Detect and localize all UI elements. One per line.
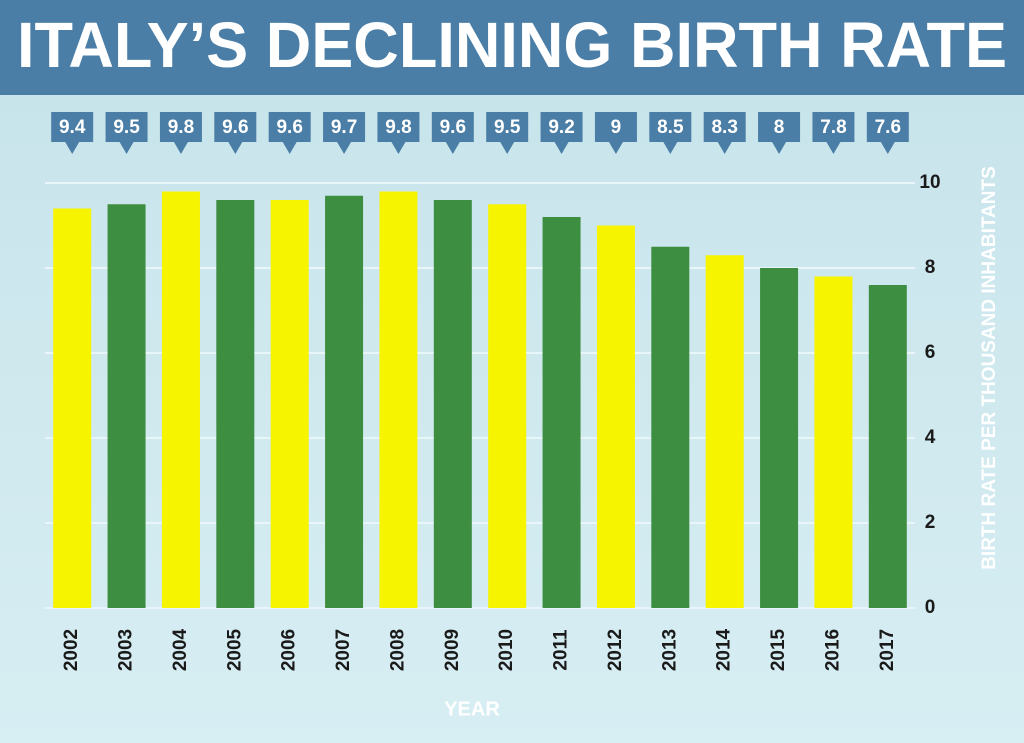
value-callout: [812, 112, 855, 154]
bar: [651, 246, 690, 608]
value-callout: [703, 112, 746, 154]
y-axis-title: BIRTH RATE PER THOUSAND INHABITANTS: [979, 166, 1000, 570]
value-callout: [594, 112, 637, 154]
x-tick-label: 2014: [714, 628, 735, 671]
value-callout: [159, 112, 202, 154]
bar: [53, 208, 92, 608]
bar: [596, 225, 635, 608]
value-label: 9.6: [440, 117, 466, 138]
value-label: 9: [611, 117, 622, 138]
value-callout: [214, 112, 257, 154]
x-tick-label: 2006: [279, 629, 300, 671]
value-callout: [540, 112, 583, 154]
x-axis-title: YEAR: [444, 698, 500, 720]
value-label: 7.8: [820, 117, 846, 138]
x-tick-label: 2002: [61, 629, 82, 671]
x-tick-label: 2005: [224, 628, 245, 671]
value-callout: [323, 112, 366, 154]
bar: [433, 200, 472, 608]
bar: [216, 200, 255, 608]
bar: [488, 204, 527, 608]
y-tick-label: 0: [925, 597, 936, 618]
x-tick-label: 2016: [822, 629, 843, 671]
x-tick-label: 2013: [659, 629, 680, 671]
value-callout: [377, 112, 420, 154]
y-tick-label: 6: [925, 342, 936, 363]
bar: [161, 191, 200, 608]
value-callout: [649, 112, 692, 154]
bar: [325, 195, 364, 608]
value-callout: [51, 112, 94, 154]
y-tick-label: 4: [925, 427, 936, 448]
bar: [542, 217, 581, 608]
value-label: 9.2: [548, 117, 574, 138]
value-label: 9.6: [222, 117, 248, 138]
y-tick-label: 2: [925, 512, 936, 533]
y-tick-label: 8: [925, 257, 936, 278]
value-callout: [866, 112, 909, 154]
x-tick-label: 2011: [551, 629, 572, 671]
bar: [760, 268, 799, 608]
value-label: 9.8: [168, 117, 194, 138]
x-tick-label: 2009: [442, 629, 463, 671]
bar: [107, 204, 146, 608]
value-label: 9.5: [113, 117, 140, 138]
x-tick-label: 2015: [768, 628, 789, 671]
chart-title: ITALY’S DECLINING BIRTH RATE: [17, 9, 1007, 81]
value-label: 7.6: [875, 117, 901, 138]
value-callout: [758, 112, 801, 154]
value-label: 9.4: [59, 117, 86, 138]
bar: [814, 276, 853, 608]
value-label: 9.5: [494, 117, 521, 138]
value-label: 8.5: [657, 117, 684, 138]
x-tick-label: 2017: [877, 629, 898, 671]
title-banner: [0, 0, 1024, 95]
value-label: 9.8: [385, 117, 411, 138]
x-tick-label: 2004: [170, 628, 191, 671]
y-tick-label: 10: [919, 172, 940, 193]
bar: [270, 200, 309, 608]
value-callout: [105, 112, 148, 154]
value-callout: [431, 112, 474, 154]
value-label: 8.3: [711, 117, 737, 138]
x-tick-label: 2003: [116, 629, 137, 671]
value-label: 9.7: [331, 117, 357, 138]
x-tick-label: 2012: [605, 629, 626, 671]
x-tick-label: 2007: [333, 629, 354, 671]
x-tick-label: 2008: [387, 629, 408, 671]
bar: [868, 285, 907, 608]
value-callout: [268, 112, 311, 154]
bar: [379, 191, 418, 608]
value-label: 8: [774, 117, 785, 138]
value-label: 9.6: [276, 117, 302, 138]
x-tick-label: 2010: [496, 629, 517, 671]
value-callout: [486, 112, 529, 154]
bar: [705, 255, 744, 608]
